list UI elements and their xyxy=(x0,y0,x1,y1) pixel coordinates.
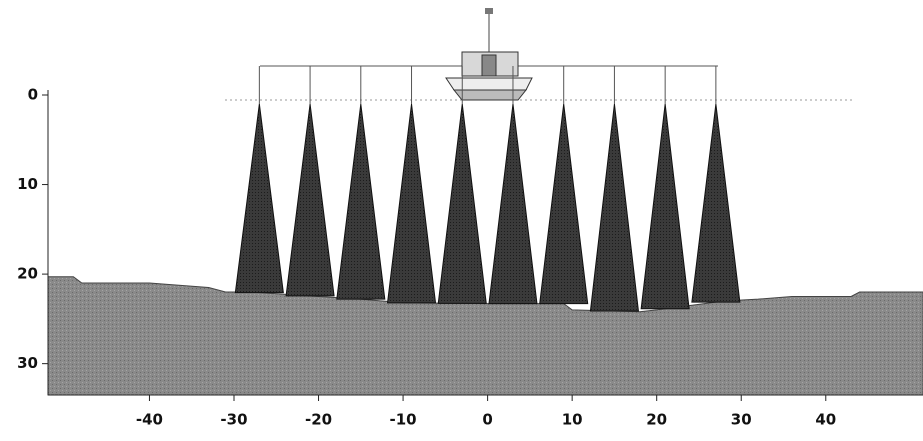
x-tick-label: 0 xyxy=(482,411,492,429)
x-tick-label: -40 xyxy=(136,411,163,429)
x-tick-label: 20 xyxy=(646,411,667,429)
sonar-beam xyxy=(589,103,639,312)
y-tick-label: 20 xyxy=(17,265,38,283)
x-tick-label: -20 xyxy=(305,411,332,429)
x-tick-label: 30 xyxy=(731,411,752,429)
sonar-beam xyxy=(691,103,741,303)
sonar-beam xyxy=(539,103,589,305)
sonar-beam xyxy=(437,103,487,304)
sonar-beam xyxy=(386,103,437,304)
sonar-beam xyxy=(336,103,386,300)
x-tick-label: 10 xyxy=(562,411,583,429)
sonar-beam xyxy=(285,103,335,297)
x-tick-label: -10 xyxy=(390,411,417,429)
x-tick-label: -30 xyxy=(220,411,247,429)
sonar-beam xyxy=(488,103,538,305)
seabed xyxy=(47,276,923,396)
x-tick-label: 40 xyxy=(815,411,836,429)
boat xyxy=(260,8,718,101)
y-tick-label: 30 xyxy=(17,354,38,372)
y-tick-label: 0 xyxy=(28,86,38,104)
sonar-beam xyxy=(640,103,690,310)
sonar-beam xyxy=(234,103,284,294)
y-tick-label: 10 xyxy=(17,175,38,193)
